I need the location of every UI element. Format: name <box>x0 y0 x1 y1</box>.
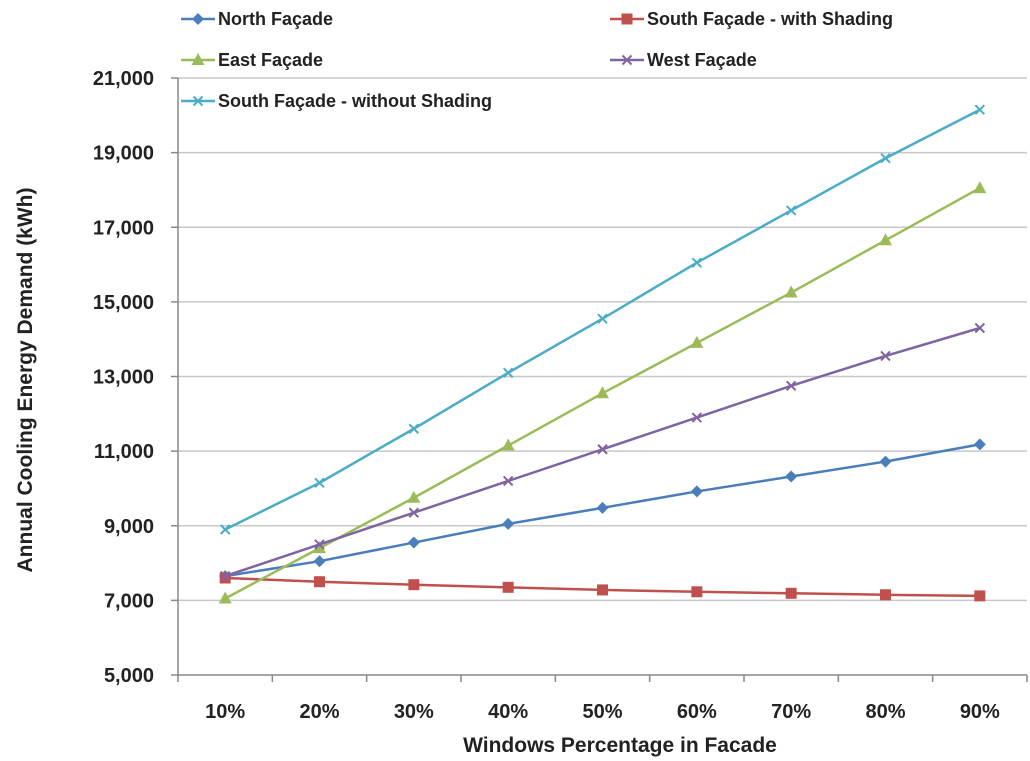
data-point <box>785 470 798 483</box>
series-line <box>224 326 981 578</box>
data-point <box>690 335 704 348</box>
legend-marker <box>192 13 204 25</box>
y-tick-label: 17,000 <box>93 217 154 239</box>
legend-marker <box>192 95 204 107</box>
data-point <box>880 589 891 601</box>
data-point <box>597 313 608 324</box>
data-point <box>502 475 514 487</box>
data-point <box>597 584 608 596</box>
series-3 <box>218 181 987 604</box>
legend-entry: East Façade <box>181 50 323 70</box>
data-point <box>502 367 514 378</box>
y-tick-label: 21,000 <box>93 68 154 90</box>
data-point <box>502 581 514 593</box>
data-point <box>218 591 232 604</box>
data-point <box>314 576 325 588</box>
data-point <box>407 536 420 549</box>
legend-entry: South Façade - without Shading <box>181 91 492 111</box>
data-point <box>314 539 325 550</box>
data-point <box>879 455 892 468</box>
data-point <box>691 257 703 268</box>
y-tick-label: 19,000 <box>93 143 154 165</box>
data-point <box>502 517 515 530</box>
legend-label: West Façade <box>647 50 757 70</box>
series-2 <box>219 572 986 602</box>
y-tick-label: 11,000 <box>94 441 154 463</box>
data-point <box>880 350 891 362</box>
y-tick-label: 7,000 <box>104 590 154 612</box>
y-tick-label: 13,000 <box>93 367 154 389</box>
data-point <box>596 386 609 399</box>
data-point <box>596 501 609 514</box>
data-point <box>219 572 231 584</box>
data-point <box>690 485 703 498</box>
x-tick-label: 90% <box>960 701 1000 723</box>
data-point <box>691 412 703 423</box>
data-point <box>691 586 703 598</box>
axes <box>171 77 1028 682</box>
series-4 <box>219 322 986 582</box>
y-tick-labels: 5,000 7,000 9,000 11,000 13,000 15,000 17,000 1… <box>93 68 154 687</box>
series-1 <box>219 438 986 583</box>
data-point <box>314 477 325 489</box>
legend-entry: West Façade <box>610 50 757 70</box>
legend: North Façade South Façade - with Shading E… <box>181 9 893 111</box>
data-point <box>784 285 798 298</box>
x-tick-label: 20% <box>299 701 339 723</box>
x-tick-label: 30% <box>394 701 434 723</box>
data-point <box>974 322 986 334</box>
y-tick-label: 15,000 <box>93 292 154 314</box>
data-point <box>501 438 515 451</box>
data-point <box>408 579 420 591</box>
legend-marker <box>621 54 633 66</box>
data-point <box>973 181 987 194</box>
x-tick-labels: 10% 20% 30% 40% 50% 60% 70% 80% 90% <box>205 701 1000 723</box>
x-tick-label: 40% <box>488 701 528 723</box>
x-tick-label: 10% <box>205 701 245 723</box>
y-tick-label: 5,000 <box>104 665 154 687</box>
legend-label: East Façade <box>218 50 323 70</box>
data-point <box>407 490 421 503</box>
legend-marker <box>191 53 205 65</box>
legend-entry: North Façade <box>181 9 333 29</box>
data-point <box>408 423 420 434</box>
data-point <box>879 233 892 246</box>
y-tick-label: 9,000 <box>104 516 154 538</box>
legend-label: North Façade <box>218 9 333 29</box>
data-point <box>597 444 608 455</box>
x-axis-title: Windows Percentage in Facade <box>463 734 777 757</box>
data-point <box>974 590 986 602</box>
data-point <box>785 587 797 599</box>
data-point <box>408 507 420 518</box>
legend-label: South Façade - without Shading <box>218 91 492 111</box>
data-point <box>785 380 797 392</box>
data-point <box>974 104 986 115</box>
data-series <box>218 104 987 604</box>
legend-label: South Façade - with Shading <box>647 9 893 29</box>
series-5 <box>219 104 986 535</box>
data-point <box>219 524 231 535</box>
legend-marker <box>621 13 633 25</box>
y-axis-title: Annual Cooling Energy Demand (kWh) <box>14 187 37 572</box>
gridlines <box>178 77 1027 602</box>
data-point <box>973 438 986 451</box>
data-point <box>219 570 231 582</box>
data-point <box>785 205 797 216</box>
x-tick-label: 70% <box>771 701 811 723</box>
legend-entry: South Façade - with Shading <box>610 9 893 29</box>
x-tick-label: 50% <box>582 701 622 723</box>
data-point <box>880 153 891 164</box>
data-point <box>313 541 326 554</box>
data-point <box>313 555 326 568</box>
x-tick-label: 80% <box>865 701 905 723</box>
x-tick-label: 60% <box>677 701 717 723</box>
